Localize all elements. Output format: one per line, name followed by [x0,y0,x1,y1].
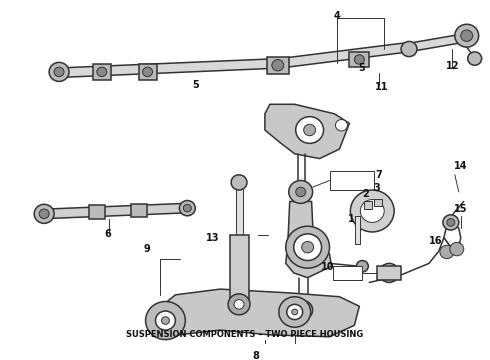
Circle shape [294,234,321,261]
Text: 16: 16 [429,237,442,247]
Polygon shape [56,59,280,78]
Bar [377,266,401,280]
Bar [267,57,289,74]
Circle shape [443,215,459,230]
Circle shape [155,311,175,330]
Circle shape [384,268,394,278]
Text: 10: 10 [321,262,334,272]
Circle shape [379,264,399,283]
Text: 3: 3 [374,183,381,193]
Bar [355,216,360,244]
Text: 13: 13 [206,233,220,243]
Circle shape [272,59,284,71]
Circle shape [293,301,313,320]
Text: 9: 9 [143,244,150,254]
Circle shape [302,242,314,253]
Circle shape [354,55,365,64]
Circle shape [295,117,323,143]
Text: 15: 15 [454,204,467,214]
Text: 11: 11 [374,82,388,92]
Circle shape [49,62,69,81]
Circle shape [146,301,185,339]
Circle shape [356,261,368,272]
Circle shape [461,30,473,41]
Circle shape [360,199,384,222]
Bar [365,202,372,209]
Circle shape [440,245,454,258]
Circle shape [336,120,347,131]
Circle shape [39,209,49,219]
Circle shape [162,317,170,324]
Circle shape [143,67,152,77]
Circle shape [295,187,306,197]
Bar [374,199,382,206]
Circle shape [179,201,196,216]
Polygon shape [286,202,332,278]
Bar [333,266,362,280]
Text: 2: 2 [362,189,368,199]
Circle shape [97,67,107,77]
Circle shape [54,67,64,77]
Circle shape [298,305,308,315]
Circle shape [289,180,313,203]
Circle shape [292,309,298,315]
Bar [139,64,156,80]
Text: 4: 4 [334,11,341,21]
Text: SUSPENSION COMPONENTS – TWO PIECE HOUSING: SUSPENSION COMPONENTS – TWO PIECE HOUSIN… [126,330,364,339]
Circle shape [279,297,311,327]
Circle shape [234,300,244,309]
Bar [230,235,249,301]
Bar [131,204,147,217]
Text: 14: 14 [454,161,467,171]
Circle shape [447,219,455,226]
Circle shape [401,41,417,57]
Text: 12: 12 [446,61,460,71]
Polygon shape [152,289,359,337]
Text: 5: 5 [192,80,198,90]
Circle shape [228,294,250,315]
Bar [329,171,374,190]
Circle shape [350,190,394,232]
Circle shape [455,24,479,47]
Circle shape [183,204,191,212]
Circle shape [231,175,247,190]
Circle shape [450,242,464,256]
Bar [93,64,111,80]
Text: 8: 8 [252,351,259,360]
Bar [349,52,369,67]
Circle shape [468,52,482,65]
Text: 5: 5 [358,63,365,73]
Circle shape [287,304,303,320]
Circle shape [286,226,329,268]
Circle shape [304,124,316,136]
Bar [236,183,243,235]
Polygon shape [265,104,349,159]
Polygon shape [46,203,185,219]
Circle shape [34,204,54,223]
Bar [89,205,105,219]
Polygon shape [414,34,464,51]
Text: 6: 6 [104,229,111,239]
Polygon shape [280,42,409,68]
Text: 1: 1 [348,213,355,224]
Text: 7: 7 [376,170,383,180]
